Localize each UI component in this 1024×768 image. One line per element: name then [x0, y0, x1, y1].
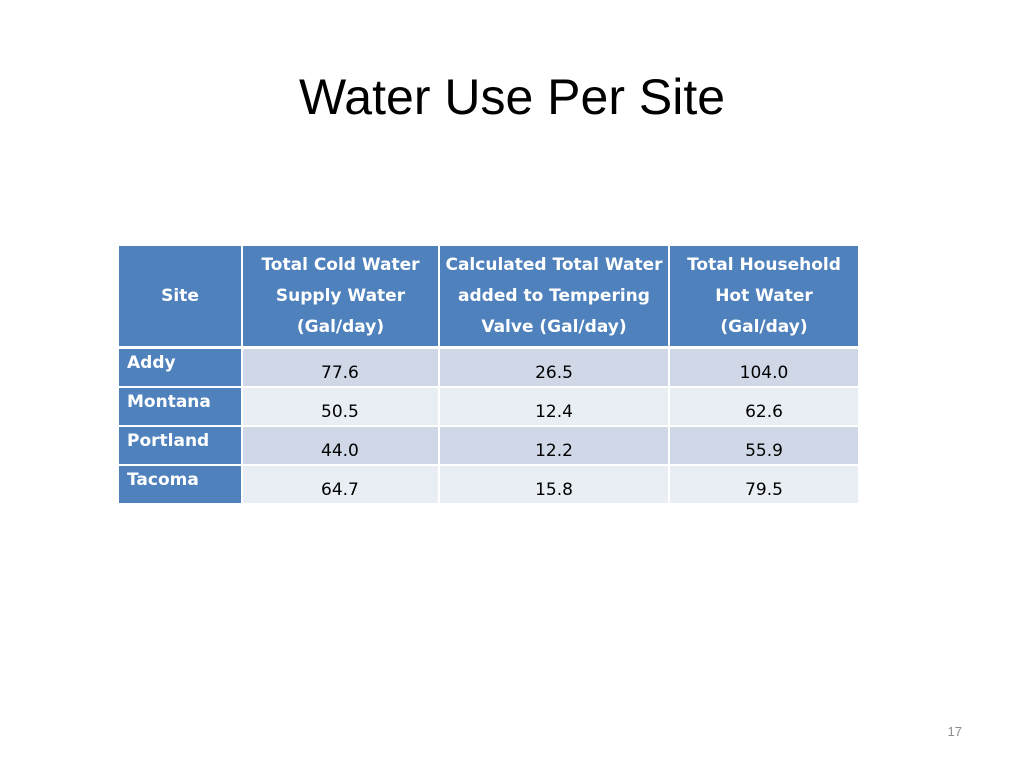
- row-site-portland: Portland: [119, 427, 243, 466]
- cell-calculated-water: 12.2: [440, 427, 670, 466]
- slide-title: Water Use Per Site: [298, 69, 726, 125]
- table-row: Portland 44.0 12.2 55.9: [119, 427, 858, 466]
- table-row: Montana 50.5 12.4 62.6: [119, 388, 858, 427]
- header-hot-water-line-2: Hot Water: [715, 285, 813, 306]
- cell-calculated-water: 12.4: [440, 388, 670, 427]
- cell-cold-water: 50.5: [243, 388, 440, 427]
- cell-hot-water: 79.5: [670, 466, 858, 505]
- header-cold-water-line-3: (Gal/day): [296, 316, 385, 337]
- cell-cold-water: 64.7: [243, 466, 440, 505]
- table-row: Tacoma 64.7 15.8 79.5: [119, 466, 858, 505]
- cell-cold-water: 44.0: [243, 427, 440, 466]
- header-calculated-water: Calculated Total Water added to Temperin…: [440, 246, 670, 349]
- cell-hot-water: 62.6: [670, 388, 858, 427]
- row-site-addy: Addy: [119, 349, 243, 388]
- header-site: Site: [119, 246, 243, 349]
- table-row: Addy 77.6 26.5 104.0: [119, 349, 858, 388]
- header-calculated-line-3: Valve (Gal/day): [481, 316, 627, 337]
- table-header-row: Site Total Cold Water Supply Water (Gal/…: [119, 246, 858, 349]
- header-calculated-line-1: Calculated Total Water: [445, 254, 663, 275]
- page-number: 17: [947, 724, 962, 739]
- cell-cold-water: 77.6: [243, 349, 440, 388]
- header-hot-water-line-3: (Gal/day): [720, 316, 808, 337]
- row-site-montana: Montana: [119, 388, 243, 427]
- header-hot-water-line-1: Total Household: [687, 254, 841, 275]
- header-cold-water: Total Cold Water Supply Water (Gal/day): [243, 246, 440, 349]
- header-cold-water-line-2: Supply Water: [275, 285, 406, 306]
- header-calculated-line-2: added to Tempering: [458, 285, 650, 306]
- cell-calculated-water: 26.5: [440, 349, 670, 388]
- cell-hot-water: 55.9: [670, 427, 858, 466]
- header-hot-water: Total Household Hot Water (Gal/day): [670, 246, 858, 349]
- header-site-label: Site: [161, 285, 199, 306]
- cell-hot-water: 104.0: [670, 349, 858, 388]
- row-site-tacoma: Tacoma: [119, 466, 243, 505]
- header-cold-water-line-1: Total Cold Water: [261, 254, 420, 275]
- cell-calculated-water: 15.8: [440, 466, 670, 505]
- water-use-table: Site Total Cold Water Supply Water (Gal/…: [119, 246, 858, 505]
